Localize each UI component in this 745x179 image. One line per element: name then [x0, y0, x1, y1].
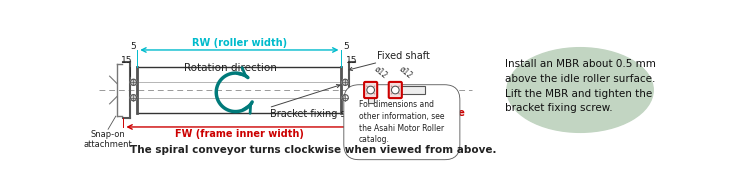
Text: 15: 15 — [346, 56, 358, 65]
Circle shape — [130, 95, 136, 101]
Text: ø12: ø12 — [398, 65, 414, 81]
Text: Rotation direction: Rotation direction — [183, 63, 276, 73]
Text: Bracket fixing screw: Bracket fixing screw — [270, 109, 369, 119]
Text: Shaft shape: Shaft shape — [399, 108, 465, 118]
Circle shape — [342, 95, 349, 101]
Text: 8: 8 — [368, 106, 373, 115]
Text: 5: 5 — [343, 42, 349, 51]
Ellipse shape — [507, 48, 653, 132]
Bar — [367, 97, 374, 103]
Text: For dimensions and
other information, see
the Asahi Motor Roller
catalog.: For dimensions and other information, se… — [359, 100, 445, 144]
Text: Fixed shaft: Fixed shaft — [377, 51, 430, 61]
Text: 10: 10 — [429, 85, 438, 95]
Circle shape — [367, 86, 375, 94]
Text: Bracket: Bracket — [361, 108, 404, 118]
Text: 5: 5 — [130, 42, 136, 51]
Text: The spiral conveyor turns clockwise when viewed from above.: The spiral conveyor turns clockwise when… — [130, 146, 496, 155]
Text: RW (roller width): RW (roller width) — [191, 38, 287, 49]
Text: 15: 15 — [121, 56, 133, 65]
Circle shape — [342, 79, 349, 85]
Text: ø12: ø12 — [373, 65, 390, 81]
Circle shape — [391, 86, 399, 94]
FancyBboxPatch shape — [389, 82, 402, 98]
FancyBboxPatch shape — [364, 82, 377, 98]
Circle shape — [130, 79, 136, 85]
Text: Install an MBR about 0.5 mm
above the idle roller surface.
Lift the MBR and tigh: Install an MBR about 0.5 mm above the id… — [504, 59, 656, 113]
Bar — [402, 86, 425, 94]
Text: Snap-on
attachment: Snap-on attachment — [83, 130, 133, 149]
Text: FW (frame inner width): FW (frame inner width) — [175, 129, 304, 139]
